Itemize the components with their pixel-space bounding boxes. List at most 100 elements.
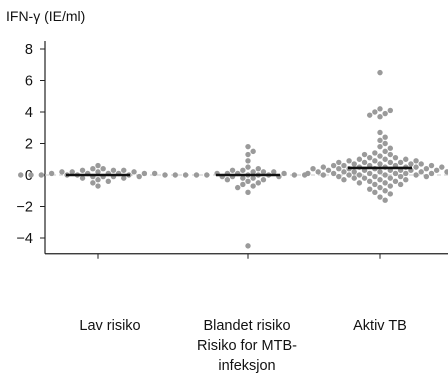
- data-point: [336, 166, 342, 172]
- data-point: [346, 158, 352, 164]
- data-point: [346, 172, 352, 178]
- data-point: [48, 170, 55, 177]
- data-point: [382, 197, 388, 203]
- x-category-label-blandet-risiko: Blandet risiko Risiko for MTB- infeksjon: [177, 316, 317, 376]
- data-point: [361, 175, 368, 181]
- data-point: [234, 184, 241, 191]
- data-point: [229, 167, 236, 173]
- data-point: [131, 169, 137, 175]
- data-point: [377, 137, 383, 144]
- data-point: [387, 151, 394, 158]
- data-point: [366, 112, 373, 118]
- data-point: [418, 169, 424, 175]
- data-point: [372, 150, 378, 156]
- data-point: [305, 170, 311, 177]
- data-point: [336, 173, 342, 180]
- data-point: [121, 175, 127, 181]
- data-point: [377, 177, 383, 183]
- data-point: [240, 181, 246, 188]
- data-point: [240, 175, 246, 181]
- data-point: [28, 172, 34, 178]
- data-point: [433, 167, 440, 173]
- data-point: [387, 191, 394, 197]
- data-point: [255, 180, 262, 186]
- data-point: [330, 170, 337, 177]
- data-point: [162, 172, 168, 178]
- data-point: [95, 169, 101, 175]
- data-point: [69, 169, 75, 175]
- data-point: [377, 184, 383, 191]
- data-point: [250, 169, 256, 175]
- data-point: [341, 177, 347, 183]
- data-point: [341, 169, 347, 175]
- data-point: [351, 161, 357, 167]
- y-tick-label: 2: [25, 137, 33, 153]
- data-point: [428, 170, 435, 177]
- data-point: [320, 172, 327, 178]
- data-point: [172, 172, 178, 178]
- data-point: [392, 178, 399, 184]
- data-point: [413, 164, 419, 170]
- plot-area: −4−202468: [16, 41, 448, 259]
- data-point: [105, 178, 112, 184]
- data-point: [392, 154, 399, 161]
- data-point: [387, 145, 394, 151]
- y-tick-label: −4: [16, 231, 33, 247]
- data-point: [356, 172, 363, 178]
- x-category-label-line: infeksjon: [218, 358, 276, 374]
- data-point: [110, 167, 117, 173]
- x-category-label-line: Lav risiko: [79, 318, 141, 334]
- data-point: [366, 170, 373, 177]
- data-point: [361, 159, 368, 166]
- data-point: [372, 158, 378, 164]
- data-point: [240, 167, 246, 173]
- data-point: [382, 180, 388, 186]
- data-point: [281, 170, 287, 177]
- data-point: [377, 129, 383, 136]
- data-point: [136, 173, 142, 180]
- data-point: [255, 166, 262, 172]
- y-tick-label: 4: [25, 105, 33, 121]
- data-point: [250, 175, 256, 181]
- data-point: [193, 172, 200, 178]
- data-point: [403, 170, 409, 177]
- data-point: [245, 143, 251, 150]
- data-point: [245, 164, 251, 170]
- data-point: [382, 188, 388, 194]
- data-point: [141, 170, 148, 177]
- data-point: [260, 169, 267, 175]
- x-category-label-line: Blandet risiko: [203, 318, 291, 334]
- x-category-label-line: Aktiv TB: [353, 318, 407, 334]
- data-point: [271, 169, 277, 175]
- data-point: [387, 183, 394, 189]
- data-point: [121, 167, 127, 173]
- data-point: [372, 173, 378, 180]
- data-point: [382, 148, 388, 155]
- data-point: [224, 177, 231, 183]
- data-point: [387, 175, 394, 181]
- data-point: [382, 172, 388, 178]
- data-point: [397, 173, 404, 180]
- data-point: [397, 181, 404, 188]
- data-point: [366, 186, 373, 192]
- y-axis-label: IFN-γ (IE/ml): [6, 8, 86, 24]
- data-point: [336, 159, 342, 166]
- data-point: [382, 134, 388, 140]
- data-point: [387, 159, 394, 166]
- data-point: [413, 158, 419, 164]
- data-point: [408, 161, 414, 167]
- data-point: [245, 178, 251, 184]
- data-point: [439, 164, 445, 170]
- data-point: [418, 161, 424, 167]
- data-point: [79, 167, 86, 173]
- data-point: [423, 166, 430, 172]
- data-point: [377, 69, 383, 76]
- data-point: [95, 177, 101, 183]
- data-point: [377, 161, 383, 167]
- data-point: [245, 151, 251, 158]
- data-point: [377, 114, 383, 120]
- data-point: [356, 180, 363, 186]
- data-point: [403, 156, 409, 162]
- data-point: [18, 172, 24, 178]
